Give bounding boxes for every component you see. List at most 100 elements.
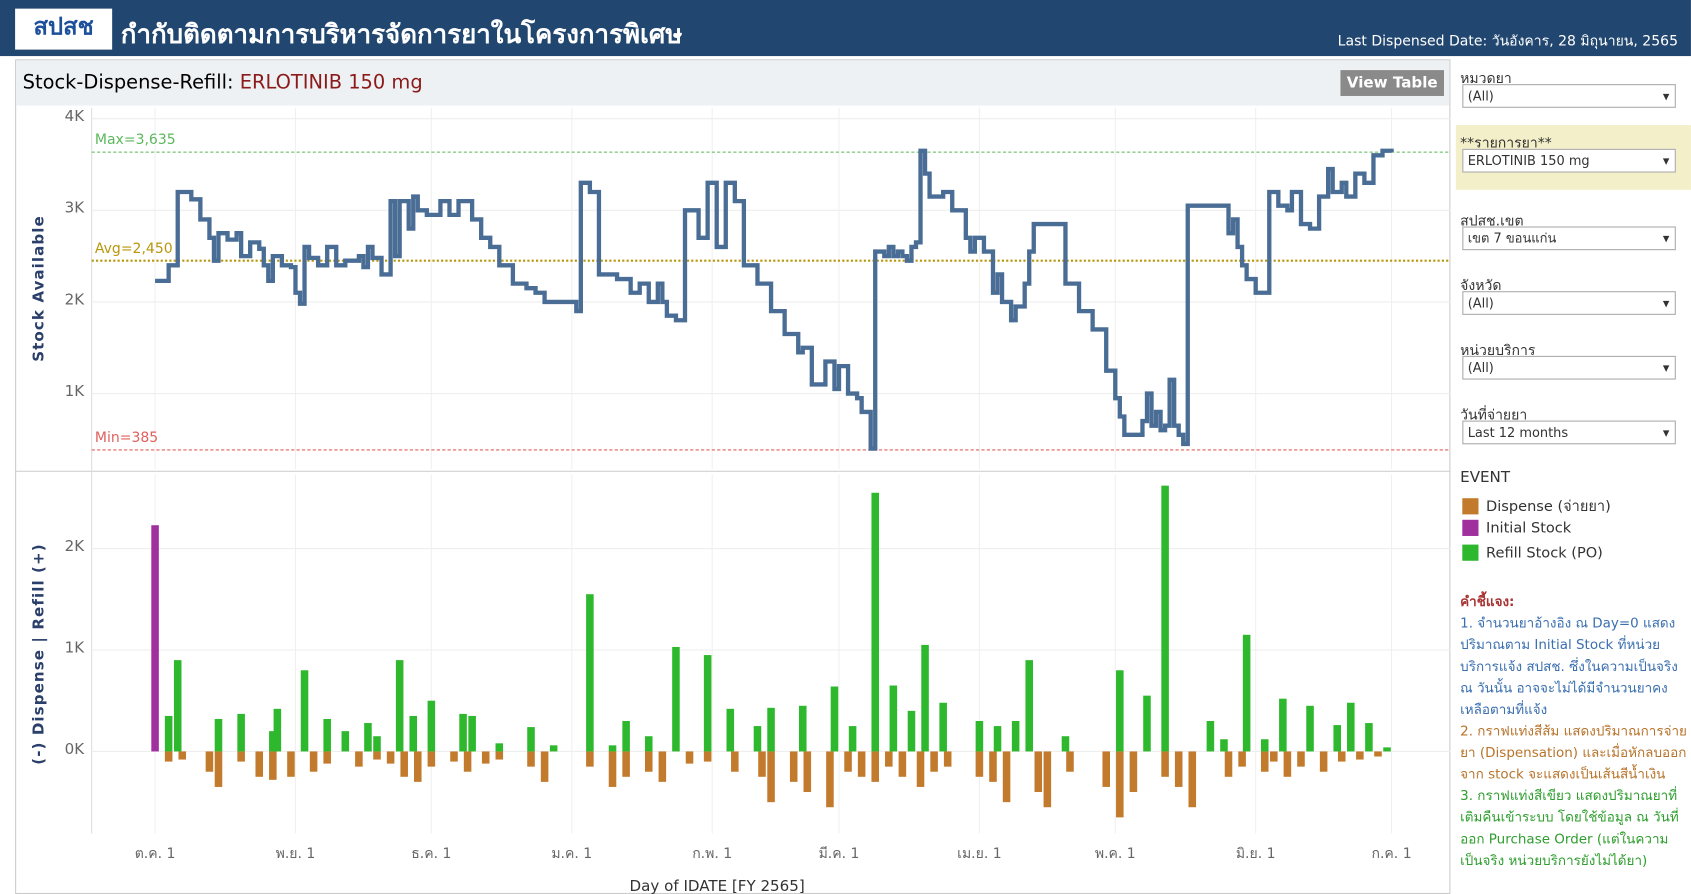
legend-swatch <box>1462 519 1479 536</box>
bar <box>459 713 467 752</box>
bar <box>975 721 984 752</box>
bar <box>1116 751 1124 818</box>
x-axis-title: Day of IDATE [FY 2565] <box>630 877 805 894</box>
bar <box>758 751 766 777</box>
bar <box>427 700 436 752</box>
bar <box>803 751 812 793</box>
bar <box>1238 751 1246 767</box>
bar <box>173 660 182 752</box>
title-prefix: Stock-Dispense-Refill: <box>22 71 240 94</box>
bar <box>214 751 223 787</box>
bar <box>1297 751 1305 767</box>
bar <box>323 751 331 764</box>
filter-select[interactable]: ERLOTINIB 150 mg <box>1462 148 1676 173</box>
filter-select[interactable]: เขต 7 ขอนแก่น <box>1462 226 1676 251</box>
stock-line <box>155 148 1394 451</box>
notes-title: คำชี้แจง: <box>1460 593 1515 610</box>
bar <box>1025 660 1033 752</box>
bar <box>386 751 395 764</box>
filter-select[interactable]: (All) <box>1462 291 1676 315</box>
filter-select[interactable]: Last 12 months <box>1462 420 1676 445</box>
x-tick-label: มี.ค. 1 <box>819 846 860 862</box>
reference-label: Avg=2,450 <box>95 241 173 257</box>
bar <box>1174 751 1183 787</box>
bar <box>916 751 925 787</box>
bar <box>1220 739 1228 752</box>
bar <box>848 726 857 752</box>
bar <box>622 721 630 752</box>
bar <box>527 751 535 767</box>
bar <box>1061 736 1070 752</box>
bar <box>1206 721 1215 752</box>
bar <box>214 718 223 752</box>
bar <box>798 705 807 752</box>
bar <box>767 707 775 752</box>
bar <box>373 751 381 760</box>
note-item: 2. กราฟแท่งสีส้ม แสดงปริมาณการจ่ายยา (Di… <box>1460 722 1687 782</box>
bar <box>1143 695 1151 752</box>
bar <box>789 751 798 782</box>
bar <box>495 743 504 752</box>
bar <box>355 751 363 767</box>
y-tick-label: 0K <box>65 740 86 758</box>
bar <box>309 751 318 772</box>
reference-label: Min=385 <box>95 430 158 446</box>
bar <box>685 751 694 764</box>
last-dispensed: Last Dispensed Date: วันอังคาร, 28 มิถุน… <box>1337 33 1678 50</box>
y-tick-label: 4K <box>65 107 86 125</box>
y-tick-label: 1K <box>65 638 86 656</box>
legend-swatch <box>1462 544 1479 561</box>
filter-select[interactable]: (All) <box>1462 355 1676 380</box>
bar <box>427 751 436 767</box>
bar <box>871 751 880 782</box>
y-tick-label: 3K <box>65 199 86 217</box>
bar <box>767 751 775 803</box>
x-tick-label: ม.ค. 1 <box>551 846 592 862</box>
bar <box>178 751 187 760</box>
bar <box>898 751 907 777</box>
bar <box>341 731 350 752</box>
filter: วันที่จ่ายยา Last 12 months <box>1456 397 1691 462</box>
charts: 1K 2K 3K 4K Stock Available Max=3,635 Avg=2,45… <box>15 107 1451 894</box>
bar <box>885 751 893 767</box>
legend-label: Initial Stock <box>1486 519 1572 537</box>
bar <box>939 702 947 752</box>
bar <box>527 727 535 752</box>
bar <box>1161 751 1169 777</box>
legend-item: Dispense (จ่ายยา) <box>1462 494 1611 518</box>
bar <box>1347 702 1355 752</box>
bar <box>1043 751 1052 808</box>
bar <box>287 751 295 777</box>
bar <box>644 736 653 752</box>
bar <box>622 751 630 777</box>
bar <box>608 745 617 752</box>
bar <box>1102 751 1110 787</box>
bar <box>943 751 952 767</box>
bar <box>1270 751 1278 762</box>
note-item: 3. กราฟแท่งสีเขียว แสดงปริมาณยาที่เติมคื… <box>1460 787 1679 869</box>
bar <box>468 715 476 752</box>
bar <box>205 751 214 772</box>
bar <box>1333 725 1341 752</box>
bar <box>844 751 852 772</box>
header-title: กำกับติดตามการบริหารจัดการยาในโครงการพิเ… <box>120 19 683 50</box>
bar <box>658 751 667 782</box>
view-table-button[interactable]: View Table <box>1340 70 1444 96</box>
x-tick-label: เม.ย. 1 <box>957 846 1001 862</box>
filter-select[interactable]: (All) <box>1462 84 1676 108</box>
drug-name: ERLOTINIB 150 mg <box>239 71 423 94</box>
bar <box>857 751 866 777</box>
x-tick-label: ก.พ. 1 <box>692 846 732 862</box>
y-axis-title: (-) Dispense | Refill (+) <box>29 543 48 764</box>
bar <box>549 745 558 752</box>
bar <box>731 751 739 772</box>
bar <box>753 726 762 752</box>
bar <box>255 751 264 777</box>
legend-item: Refill Stock (PO) <box>1462 544 1603 562</box>
bar <box>672 646 680 752</box>
bar <box>703 751 712 762</box>
logo: สปสช <box>15 8 113 50</box>
bar <box>413 751 422 782</box>
bar <box>1356 751 1364 760</box>
